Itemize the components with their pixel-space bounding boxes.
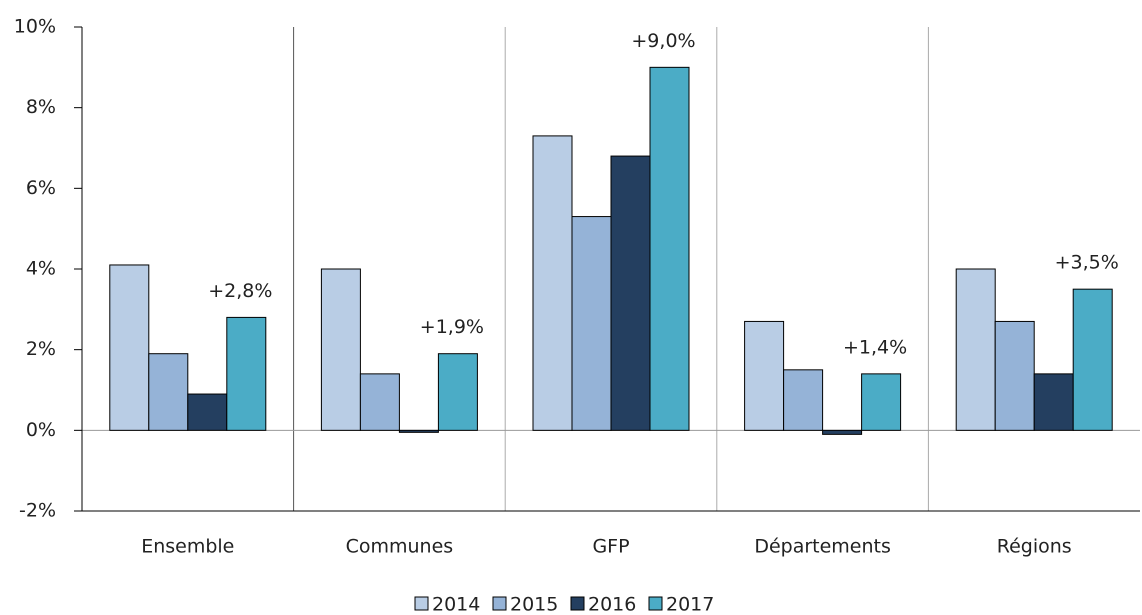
y-tick-label: 2% [26,338,56,360]
y-tick-label: 4% [26,258,56,280]
y-tick-label: 10% [14,16,56,38]
value-label: +9,0% [631,30,695,52]
x-tick-label: Communes [346,536,454,558]
bar [861,373,902,431]
y-tick-label: 8% [26,96,56,118]
bar [571,216,612,431]
value-label: +1,4% [843,336,907,358]
legend-swatch [648,596,663,611]
legend-swatch [492,596,507,611]
y-tick-label: 0% [26,419,56,441]
bar [532,135,573,431]
legend-label: 2014 [432,594,480,615]
bar [1033,373,1074,431]
x-tick-label: Ensemble [141,536,234,558]
bar [359,373,400,431]
bar [955,268,996,431]
bar [187,393,228,431]
y-tick-label: 6% [26,177,56,199]
bar [994,320,1035,431]
x-tick-label: GFP [592,536,629,558]
bar [610,155,651,431]
bar [148,353,189,431]
bar [320,268,361,431]
bar [783,369,824,431]
bar [437,353,478,431]
bar [822,429,863,435]
y-tick-label: -2% [19,500,56,522]
legend-swatch [570,596,585,611]
bar [744,320,785,431]
x-tick-label: Régions [997,536,1072,558]
value-label: +1,9% [420,316,484,338]
bar [226,316,267,431]
legend-swatch [414,596,429,611]
value-label: +3,5% [1055,252,1119,274]
value-label: +2,8% [208,280,272,302]
x-tick-label: Départements [754,536,891,558]
bar [398,429,439,433]
bar [649,66,690,431]
legend-label: 2017 [666,594,714,615]
bar [1072,288,1113,431]
legend-label: 2016 [588,594,636,615]
legend-label: 2015 [510,594,558,615]
bar [109,264,150,431]
